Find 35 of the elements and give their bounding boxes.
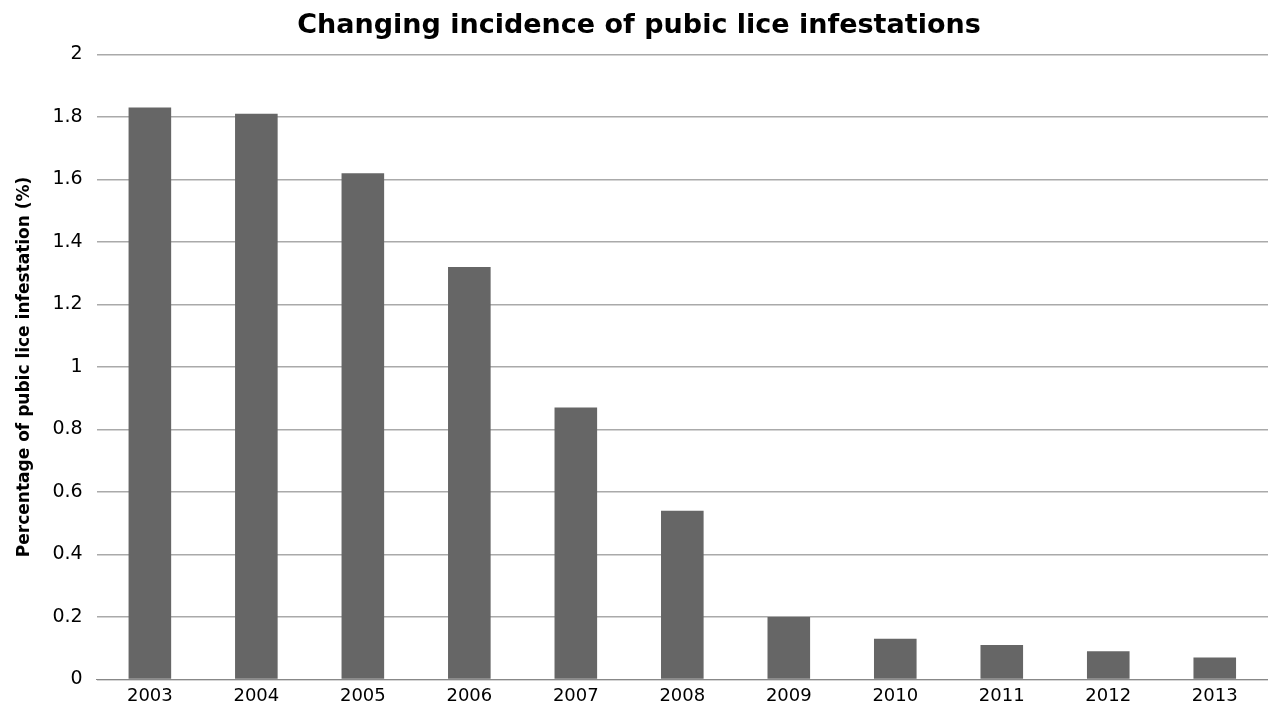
- y-tick-label: 0.2: [52, 603, 83, 626]
- x-tick-label: 2013: [1191, 683, 1238, 705]
- x-tick-label: 2009: [765, 683, 812, 705]
- y-tick-label: 0.8: [52, 416, 83, 439]
- x-tick-label: 2007: [552, 683, 599, 705]
- y-tick-label: 1.2: [52, 291, 83, 314]
- x-tick-label: 2012: [1085, 683, 1132, 705]
- x-tick-label: 2005: [339, 683, 386, 705]
- y-tick-label: 2: [70, 41, 83, 64]
- x-tick-label: 2011: [978, 683, 1025, 705]
- x-tick-label: 2004: [233, 683, 280, 705]
- bar: [1193, 657, 1237, 679]
- y-tick-label: 1: [70, 353, 83, 376]
- bar: [128, 107, 172, 679]
- y-tick-label: 1.8: [52, 103, 83, 126]
- chart-title: Changing incidence of pubic lice infestations: [297, 8, 981, 40]
- bar: [980, 645, 1024, 679]
- y-tick-label: 0.6: [52, 478, 83, 501]
- y-tick-label: 1.4: [52, 228, 83, 251]
- x-tick-label: 2008: [659, 683, 706, 705]
- y-tick-label: 1.6: [52, 166, 83, 189]
- bar: [341, 173, 385, 679]
- y-tick-label: 0.4: [52, 541, 83, 564]
- bar: [1086, 651, 1130, 679]
- x-tick-label: 2010: [872, 683, 919, 705]
- bar: [448, 266, 491, 679]
- y-tick-label: 0: [70, 666, 83, 689]
- bar: [767, 616, 811, 679]
- bar: [661, 510, 704, 679]
- bar: [554, 407, 598, 679]
- bar: [873, 638, 917, 679]
- y-axis-title: Percentage of pubic lice infestation (%): [12, 176, 33, 558]
- bar: [235, 113, 278, 679]
- x-tick-label: 2006: [446, 683, 493, 705]
- x-tick-label: 2003: [126, 683, 173, 705]
